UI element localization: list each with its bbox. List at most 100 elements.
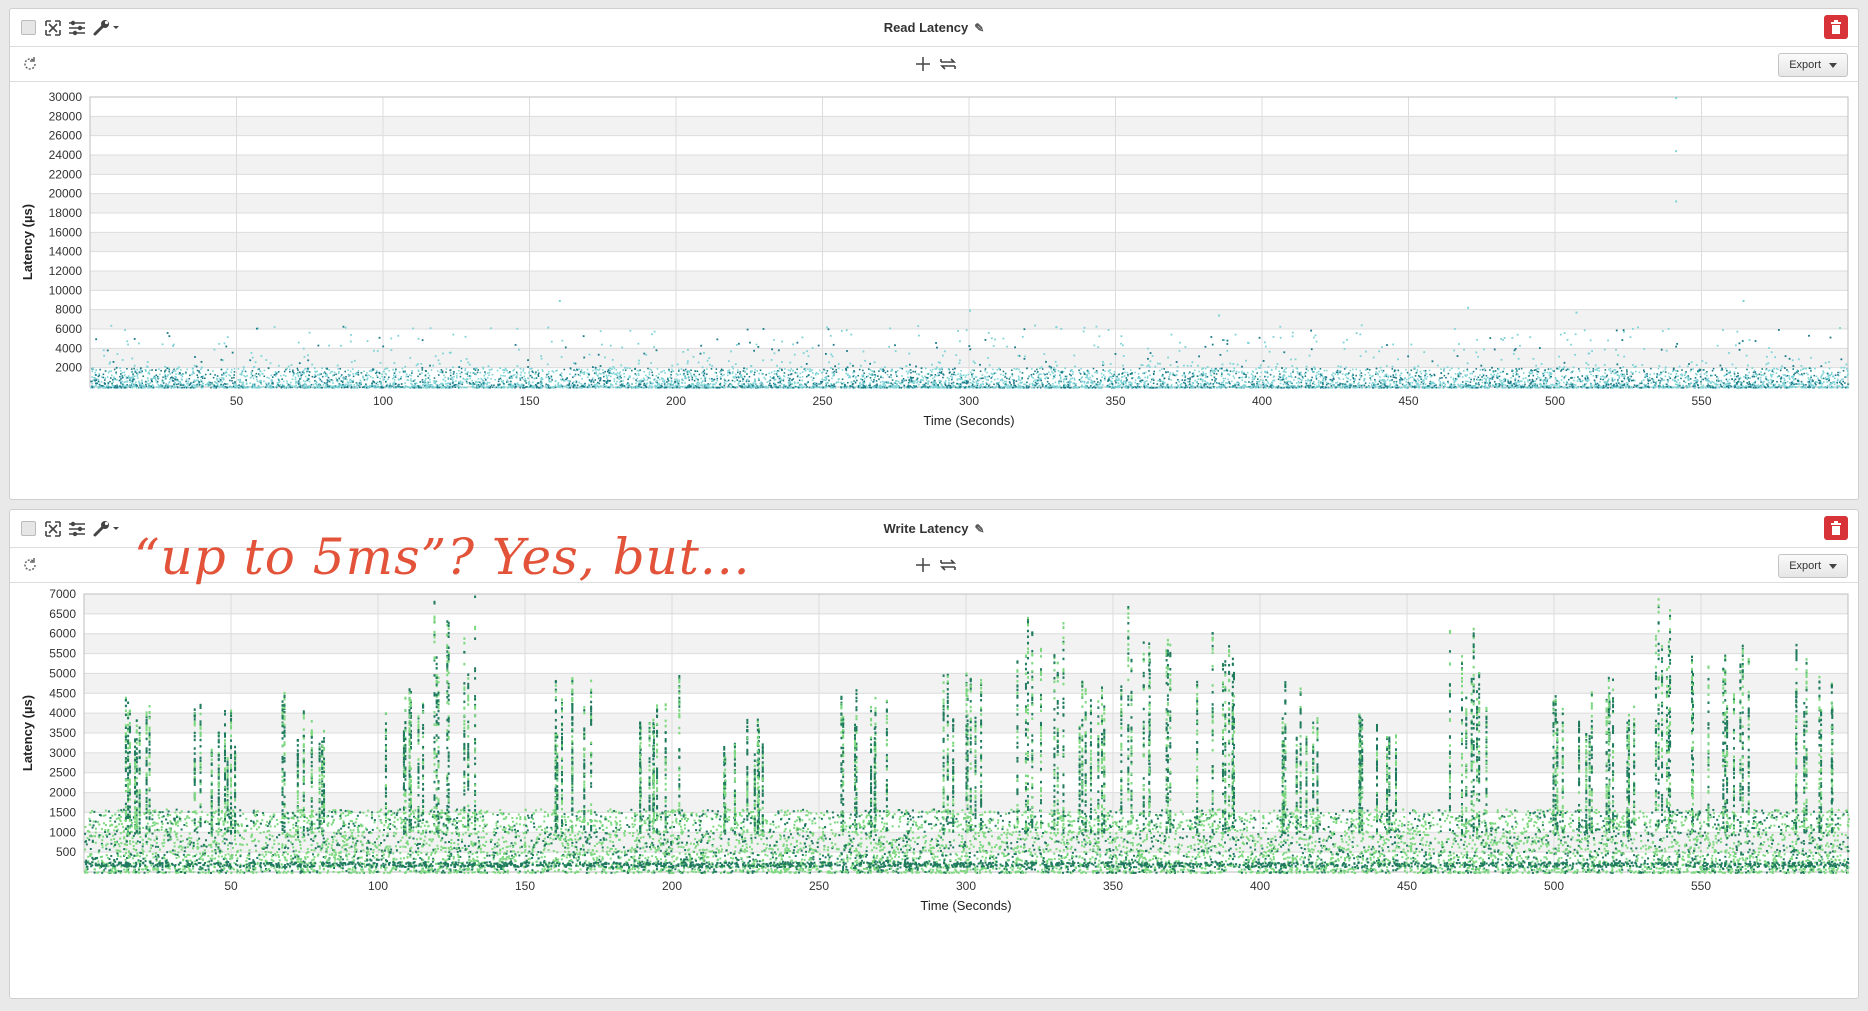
data-point	[594, 368, 597, 371]
data-point	[1735, 375, 1738, 378]
data-point	[886, 382, 889, 385]
data-point	[1645, 384, 1648, 386]
data-point	[1605, 385, 1607, 388]
refresh-icon[interactable]	[22, 56, 38, 77]
data-point	[1772, 371, 1775, 373]
data-point	[545, 383, 548, 386]
pencil-icon[interactable]: ✎	[974, 21, 984, 35]
data-point	[1788, 378, 1791, 380]
data-point	[1241, 385, 1244, 388]
data-point	[1102, 369, 1104, 371]
data-point	[790, 368, 792, 370]
data-point	[130, 368, 133, 370]
data-point	[488, 369, 491, 371]
data-point	[1036, 368, 1038, 371]
data-point	[601, 369, 604, 371]
data-point	[1295, 386, 1297, 389]
data-point	[329, 384, 331, 387]
data-point	[349, 374, 351, 377]
data-point	[1720, 369, 1722, 372]
data-point	[1430, 375, 1432, 378]
swap-icon[interactable]	[938, 55, 958, 73]
data-point	[852, 386, 855, 389]
data-point	[385, 367, 387, 370]
data-point	[1146, 380, 1148, 382]
data-point	[1459, 384, 1461, 387]
data-point	[863, 382, 865, 384]
data-point	[607, 380, 609, 382]
data-point	[226, 383, 228, 386]
data-point	[1518, 368, 1520, 370]
export-button[interactable]: Export	[1778, 53, 1848, 77]
data-point	[735, 376, 738, 379]
data-point	[1810, 376, 1812, 379]
data-point	[1755, 384, 1757, 387]
data-point	[842, 382, 845, 384]
data-point	[161, 381, 164, 383]
data-point	[403, 386, 406, 389]
sliders-icon[interactable]	[67, 17, 87, 39]
data-point	[1296, 386, 1299, 389]
data-point	[597, 381, 599, 384]
data-point	[925, 382, 927, 385]
data-point	[783, 384, 786, 387]
expand-icon[interactable]	[43, 17, 63, 39]
data-point	[1131, 372, 1133, 374]
data-point	[1437, 386, 1440, 389]
data-point	[189, 386, 192, 389]
data-point	[1110, 373, 1113, 375]
data-point	[1545, 381, 1548, 384]
data-point	[901, 379, 903, 382]
select-checkbox[interactable]	[21, 20, 36, 35]
data-point	[391, 377, 394, 380]
data-point	[1052, 386, 1055, 388]
data-point	[905, 370, 908, 373]
data-point	[744, 384, 746, 387]
data-point	[758, 372, 760, 375]
data-point	[1628, 379, 1630, 382]
data-point	[1090, 379, 1092, 381]
data-point	[1050, 368, 1053, 370]
data-point	[98, 373, 101, 375]
data-point	[1277, 378, 1280, 381]
data-point	[859, 381, 861, 384]
data-point	[138, 381, 141, 384]
data-point	[1164, 386, 1166, 389]
data-point	[761, 384, 764, 386]
data-point	[1372, 374, 1374, 377]
data-point	[328, 369, 330, 371]
data-point	[302, 369, 305, 372]
data-point	[446, 385, 449, 387]
data-point	[1564, 386, 1567, 389]
data-point	[670, 373, 672, 376]
data-point	[488, 374, 490, 377]
wrench-icon[interactable]	[91, 17, 121, 39]
plus-icon[interactable]	[914, 55, 932, 73]
data-point	[1821, 386, 1823, 389]
data-point	[1350, 383, 1353, 386]
data-point	[1765, 378, 1768, 380]
data-point	[1515, 373, 1518, 375]
data-point	[187, 386, 190, 389]
data-point	[547, 373, 550, 375]
data-point	[1030, 373, 1033, 376]
data-point	[1568, 378, 1570, 381]
data-point	[1383, 375, 1386, 378]
data-point	[1469, 386, 1472, 389]
trash-button[interactable]	[1824, 15, 1848, 39]
data-point	[1142, 372, 1144, 375]
data-point	[1826, 385, 1829, 387]
data-point	[732, 368, 735, 370]
data-point	[1220, 383, 1222, 386]
data-point	[1711, 374, 1714, 377]
data-point	[339, 375, 342, 378]
data-point	[1536, 383, 1539, 386]
data-point	[537, 369, 539, 372]
data-point	[1604, 372, 1606, 374]
data-point	[1183, 379, 1186, 382]
data-point	[1520, 380, 1523, 382]
data-point	[347, 383, 349, 386]
data-point	[1595, 376, 1598, 379]
data-point	[156, 381, 158, 384]
data-point	[780, 368, 783, 371]
